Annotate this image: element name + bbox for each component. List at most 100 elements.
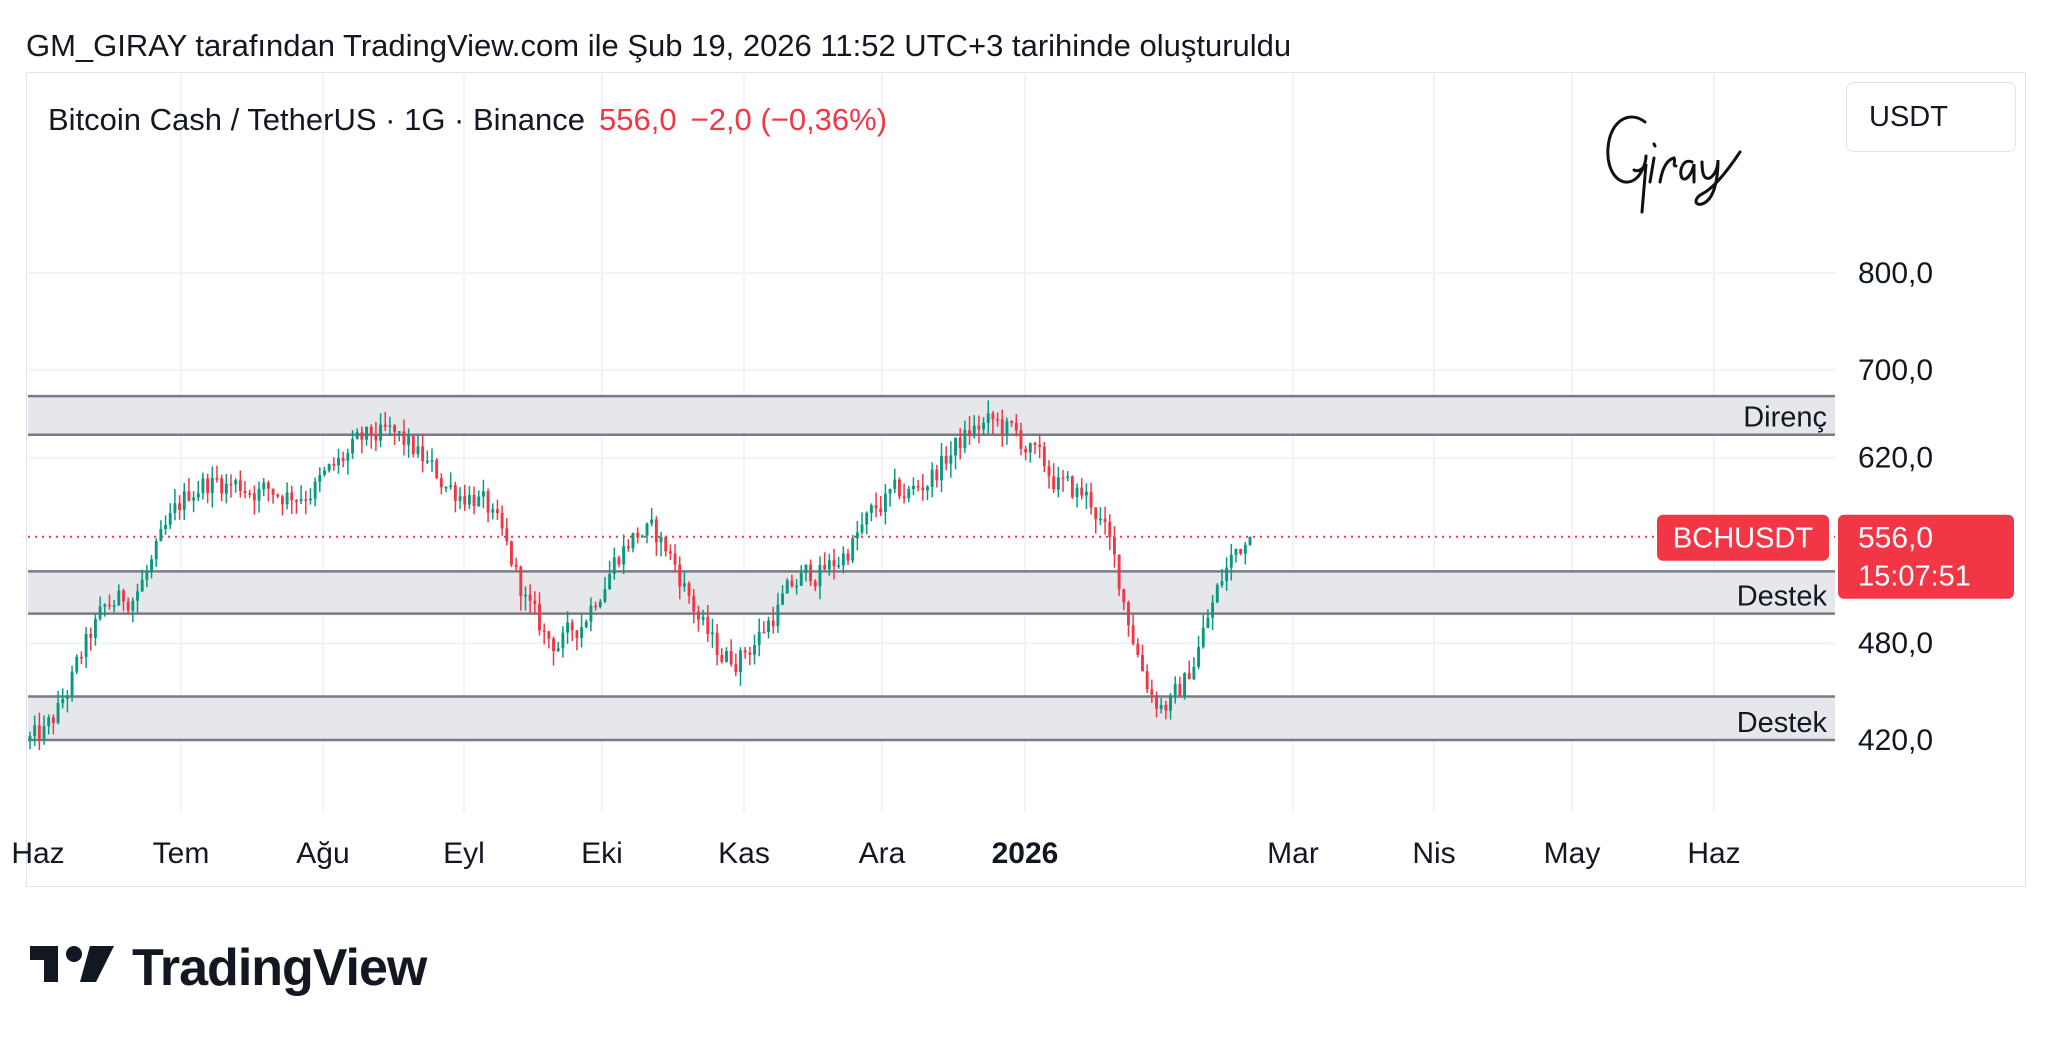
candle [538, 592, 541, 636]
candle-body [266, 482, 270, 489]
candle [257, 481, 261, 513]
candle-body [229, 483, 233, 486]
candle-body [673, 553, 677, 565]
candle-body [701, 616, 705, 620]
candle-body [1094, 507, 1098, 520]
candle [1192, 657, 1196, 681]
candle [972, 415, 976, 439]
tradingview-logo[interactable]: TradingView [30, 938, 427, 998]
candle-body [318, 474, 322, 482]
candle-body [1145, 671, 1149, 690]
candle [178, 495, 182, 520]
candle [1117, 554, 1121, 597]
signature-icon [1606, 115, 1742, 214]
x-tick-label: Tem [153, 837, 210, 870]
candle-body [271, 488, 275, 495]
candle-body [75, 656, 79, 672]
candle [1197, 635, 1201, 670]
candle-body [374, 435, 378, 441]
candle [140, 569, 144, 592]
candle [33, 715, 37, 746]
candle [631, 532, 635, 553]
candle [762, 621, 766, 634]
y-tick-label: 480,0 [1858, 627, 1933, 660]
candle [1127, 600, 1130, 637]
candle [930, 462, 934, 498]
candle [776, 592, 780, 633]
candle-body [425, 460, 429, 463]
candle-body [383, 424, 387, 427]
candle-body [982, 422, 986, 430]
candle-body [1000, 419, 1004, 434]
candle-body [33, 725, 37, 737]
candle-body [393, 425, 397, 432]
candle-body [1080, 487, 1084, 496]
candle [369, 424, 373, 449]
candle-body [481, 491, 485, 497]
currency-selector[interactable]: USDT [1846, 82, 2016, 152]
candle-body [294, 500, 298, 502]
candle [309, 488, 312, 505]
candle-body [192, 497, 196, 501]
candle-body [182, 491, 186, 510]
candle [1145, 664, 1149, 694]
candle-body [1183, 673, 1187, 696]
candle [869, 503, 873, 522]
candle-body [1056, 477, 1060, 490]
candle [383, 411, 387, 432]
candle [1169, 692, 1172, 720]
candle [552, 636, 555, 666]
candle-body [458, 496, 462, 501]
candle [168, 503, 172, 529]
candle-body [1164, 704, 1168, 711]
symbol-legend[interactable]: Bitcoin Cash / TetherUS · 1G · Binance 55… [48, 102, 887, 138]
candle [977, 415, 981, 444]
candlestick-series [28, 400, 1252, 751]
candle [1089, 482, 1093, 515]
candle-body [341, 457, 345, 461]
candle-body [37, 725, 41, 740]
candle-body [874, 505, 878, 509]
candle-body [1117, 554, 1121, 590]
candle [640, 534, 644, 538]
candle [1094, 507, 1098, 534]
candle [725, 647, 728, 663]
candle-body [603, 589, 607, 602]
candle [622, 534, 626, 575]
candle [893, 468, 897, 494]
candle [145, 564, 149, 588]
candle [566, 611, 569, 644]
candle [486, 488, 490, 523]
x-axis: Haz Tem Ağu Eyl Eki Kas Ara 2026 Mar Nis May Haz [11, 837, 1740, 870]
candle [360, 426, 364, 454]
candle [982, 417, 986, 436]
candle [1234, 548, 1238, 563]
candle-body [748, 652, 752, 655]
y-tick-label: 620,0 [1858, 442, 1933, 475]
candle [935, 465, 939, 488]
candle [37, 712, 41, 751]
candle-body [1052, 476, 1056, 490]
candle-body [855, 532, 859, 539]
candle [790, 574, 794, 588]
candle [809, 559, 813, 587]
candle-body [500, 513, 504, 529]
candle [56, 690, 60, 725]
candle [1005, 417, 1009, 445]
candle [313, 477, 317, 507]
candle-body [248, 493, 252, 495]
candle [1038, 433, 1042, 459]
candle [75, 654, 79, 675]
candle [594, 601, 598, 611]
candle-body [883, 493, 887, 512]
candle [753, 634, 756, 665]
candle-body [715, 632, 719, 656]
candle-body [28, 736, 32, 740]
candle [285, 482, 289, 510]
candle-body [355, 432, 359, 439]
candle-body [1201, 627, 1205, 648]
x-tick-label: 2026 [992, 837, 1059, 870]
candle-body [206, 478, 210, 493]
candle-body [1169, 695, 1172, 711]
